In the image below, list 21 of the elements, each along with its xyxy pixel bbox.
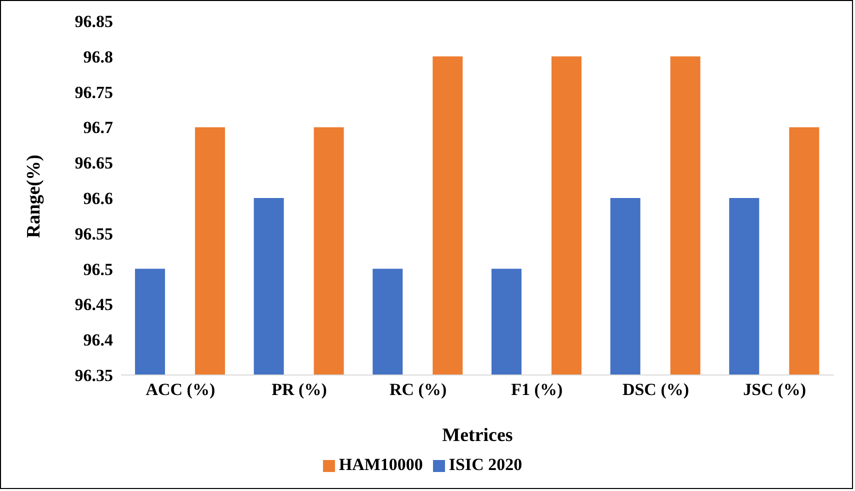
y-tick-label: 96.75 [74, 82, 113, 102]
y-tick-label: 96.5 [83, 260, 113, 279]
x-tick-label: DSC (%) [622, 380, 690, 400]
y-tick-label: 96.55 [74, 224, 113, 244]
x-tick-label: RC (%) [390, 380, 447, 400]
legend-label: HAM10000 [338, 455, 423, 474]
legend-label: ISIC 2020 [448, 455, 522, 474]
y-tick-label: 96.7 [83, 118, 114, 138]
y-tick-label: 96.6 [83, 189, 113, 208]
y-tick-label: 96.35 [74, 366, 113, 386]
y-tick-label: 96.4 [83, 330, 114, 350]
x-tick-label: F1 (%) [511, 380, 563, 400]
y-axis-title: Range(%) [24, 154, 45, 238]
y-tick-label: 96.85 [74, 12, 113, 32]
x-tick-label: JSC (%) [743, 380, 806, 400]
x-tick-label: PR (%) [272, 380, 327, 400]
y-tick-label: 96.45 [74, 295, 113, 314]
y-tick-label: 96.8 [83, 47, 113, 66]
y-tick-label: 96.65 [74, 154, 113, 173]
x-axis-title: Metrices [442, 425, 513, 446]
x-tick-label: ACC (%) [146, 380, 216, 400]
